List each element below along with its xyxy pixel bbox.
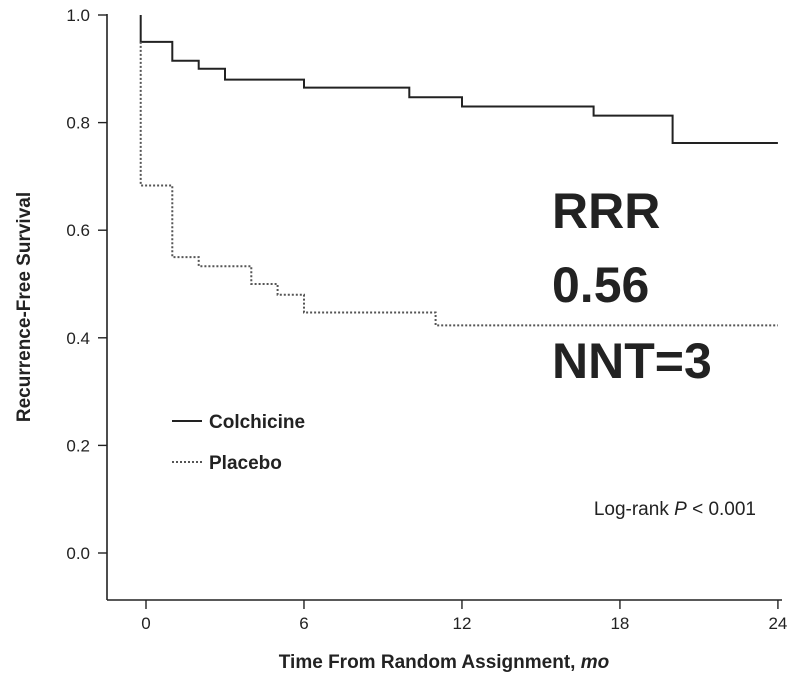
y-tick-label: 0.6	[66, 221, 90, 240]
logrank-annotation: Log-rank P < 0.001	[594, 499, 756, 520]
x-tick-label: 24	[768, 614, 787, 633]
x-tick-label: 18	[610, 614, 629, 633]
x-axis-title-main: Time From Random Assignment,	[279, 652, 576, 673]
logrank-prefix: Log-rank	[594, 499, 669, 520]
series-line-colchicine	[139, 15, 778, 144]
y-tick-label: 0.8	[66, 114, 90, 133]
legend-label-placebo: Placebo	[209, 453, 282, 474]
rrr-value: 0.56	[552, 257, 649, 313]
legend: Colchicine Placebo	[172, 412, 305, 474]
x-tick-label: 0	[141, 614, 150, 633]
y-tick-label: 0.2	[66, 436, 90, 455]
y-axis-title: Recurrence-Free Survival	[14, 192, 35, 422]
ticks-layer: 0.0 0.2 0.4 0.6 0.8 1.0 0 6 12 18 24	[66, 6, 787, 633]
legend-label-colchicine: Colchicine	[209, 412, 305, 433]
logrank-p: P	[674, 499, 687, 520]
x-axis-title-unit: mo	[581, 652, 610, 673]
series-layer	[139, 15, 778, 327]
x-tick-label: 12	[452, 614, 471, 633]
series-line-placebo	[139, 41, 778, 327]
x-axis-title: Time From Random Assignment, mo	[279, 652, 609, 673]
logrank-suffix: < 0.001	[692, 499, 756, 520]
y-tick-label: 0.0	[66, 544, 90, 563]
y-tick-label: 1.0	[66, 6, 90, 25]
y-tick-label: 0.4	[66, 329, 90, 348]
nnt-label: NNT=3	[552, 333, 712, 389]
x-tick-label: 6	[299, 614, 308, 633]
rrr-label: RRR	[552, 183, 660, 239]
